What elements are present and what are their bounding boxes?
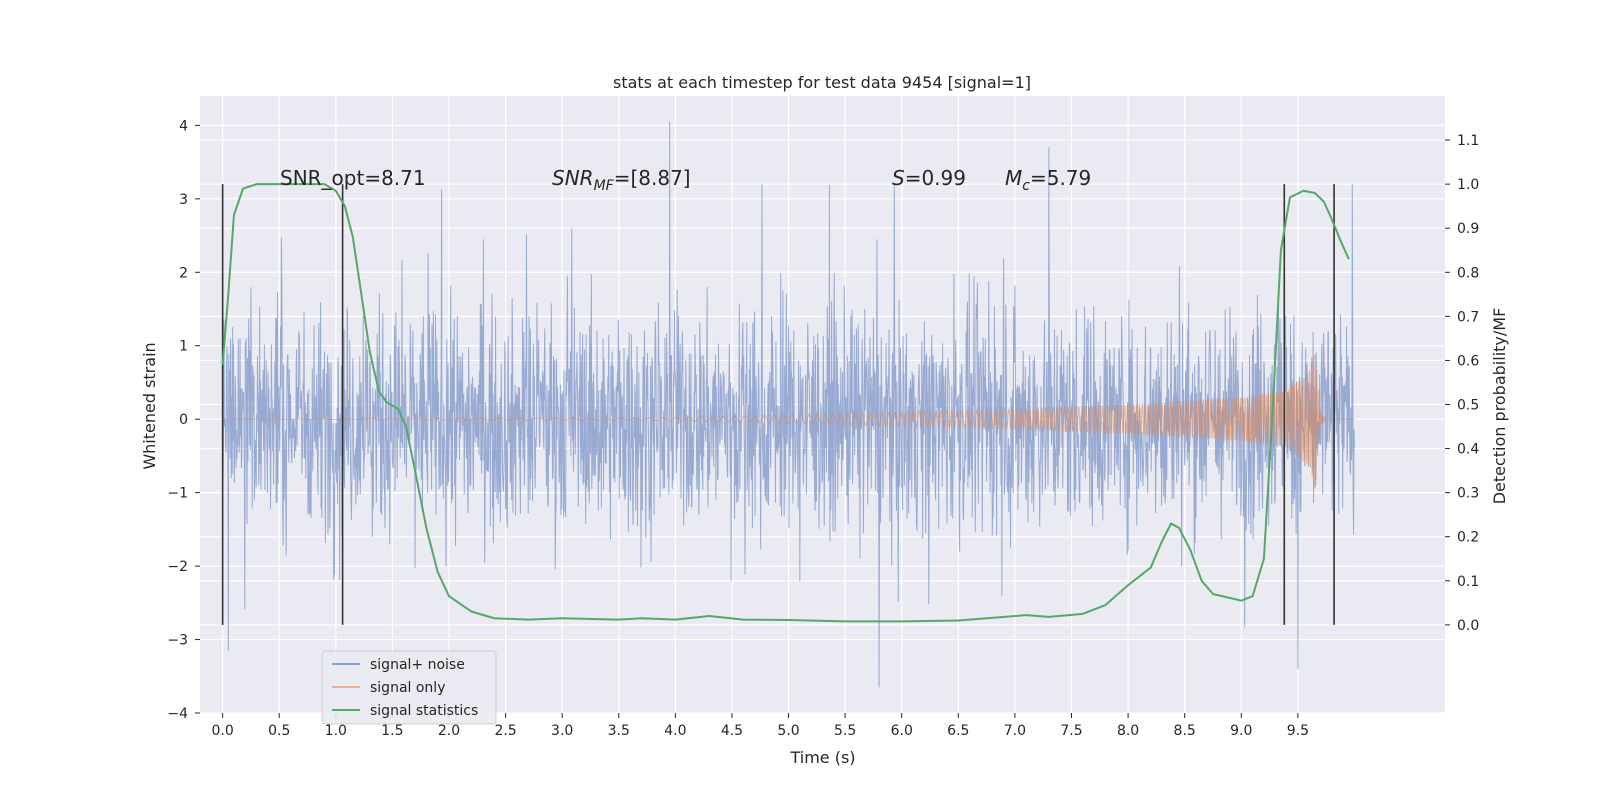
y-right-tick-label: 0.7 bbox=[1457, 309, 1479, 325]
x-tick-label: 2.5 bbox=[494, 723, 516, 739]
annotation-snr-mf-base: SNR bbox=[552, 166, 594, 190]
signal-only-line bbox=[222, 354, 1355, 489]
y-right-tick-label: 0.2 bbox=[1457, 530, 1479, 546]
x-tick-label: 0.0 bbox=[212, 723, 234, 739]
y-tick-label: 0 bbox=[179, 412, 188, 428]
y-tick-label: 3 bbox=[179, 192, 188, 208]
y-tick-label: 2 bbox=[179, 265, 188, 281]
vertical-markers bbox=[221, 184, 1335, 625]
x-tick-label: 1.0 bbox=[325, 723, 347, 739]
annotations: SNR_opt=8.71 SNRMF=[8.87] S=0.99 Mc=5.79 bbox=[280, 166, 1091, 194]
x-tick-label: 5.0 bbox=[777, 723, 799, 739]
x-tick-label: 7.5 bbox=[1060, 723, 1082, 739]
x-tick-label: 9.5 bbox=[1287, 723, 1309, 739]
annotation-mc-base: M bbox=[1005, 166, 1022, 190]
annotation-snr-mf-sub: MF bbox=[594, 178, 615, 194]
y-axis-ticks: 4 3 2 1 0 −1 −2 −3 −4 bbox=[167, 118, 200, 722]
annotation-s: S=0.99 bbox=[892, 166, 966, 190]
y-right-tick-label: 0.0 bbox=[1457, 618, 1479, 634]
legend-label-signal-noise: signal+ noise bbox=[370, 657, 465, 673]
y-right-tick-label: 0.8 bbox=[1457, 265, 1479, 281]
x-tick-label: 0.5 bbox=[268, 723, 290, 739]
y-tick-label: −3 bbox=[167, 633, 188, 649]
x-tick-label: 3.5 bbox=[608, 723, 630, 739]
x-tick-label: 9.0 bbox=[1230, 723, 1252, 739]
annotation-snr-mf: SNRMF=[8.87] bbox=[552, 166, 691, 194]
y-tick-label: 4 bbox=[179, 118, 188, 134]
x-axis-ticks: 0.0 0.5 1.0 1.5 2.0 2.5 3.0 3.5 4.0 4.5 5.0 5.5 6.0 6… bbox=[212, 713, 1309, 739]
x-tick-label: 8.0 bbox=[1117, 723, 1139, 739]
annotation-mc: Mc=5.79 bbox=[1005, 166, 1091, 194]
y-right-tick-label: 0.9 bbox=[1457, 221, 1479, 237]
x-axis-label: Time (s) bbox=[789, 748, 855, 767]
x-tick-label: 1.5 bbox=[381, 723, 403, 739]
y-tick-label: −4 bbox=[167, 706, 188, 722]
x-tick-label: 7.0 bbox=[1004, 723, 1026, 739]
y-right-tick-label: 0.6 bbox=[1457, 353, 1479, 369]
y-tick-label: 1 bbox=[179, 339, 188, 355]
y-axis-label: Whitened strain bbox=[140, 342, 159, 469]
chart-title: stats at each timestep for test data 945… bbox=[613, 73, 1031, 92]
legend: signal+ noise signal only signal statist… bbox=[321, 650, 497, 725]
x-tick-label: 4.0 bbox=[664, 723, 686, 739]
x-tick-label: 5.5 bbox=[834, 723, 856, 739]
signal-statistics-line bbox=[221, 183, 1350, 623]
x-tick-label: 2.0 bbox=[438, 723, 460, 739]
y-right-axis-label: Detection probability/MF bbox=[1490, 308, 1509, 505]
y-right-tick-label: 1.1 bbox=[1457, 133, 1479, 149]
y-right-tick-label: 0.1 bbox=[1457, 574, 1479, 590]
legend-label-signal-only: signal only bbox=[370, 680, 445, 696]
annotation-snr-opt: SNR_opt=8.71 bbox=[280, 166, 426, 190]
y-tick-label: −2 bbox=[167, 559, 188, 575]
annotation-mc-sub: c bbox=[1022, 178, 1030, 194]
annotation-mc-rest: =5.79 bbox=[1030, 166, 1091, 190]
y-right-tick-label: 0.5 bbox=[1457, 398, 1479, 414]
y-right-tick-label: 0.3 bbox=[1457, 486, 1479, 502]
y-right-tick-label: 0.4 bbox=[1457, 442, 1479, 458]
x-tick-label: 8.5 bbox=[1174, 723, 1196, 739]
x-tick-label: 6.5 bbox=[947, 723, 969, 739]
x-tick-label: 4.5 bbox=[721, 723, 743, 739]
legend-label-signal-statistics: signal statistics bbox=[370, 703, 478, 719]
annotation-s-base: S bbox=[892, 166, 905, 190]
x-tick-label: 6.0 bbox=[891, 723, 913, 739]
signal-only-series bbox=[222, 354, 1355, 489]
annotation-s-rest: =0.99 bbox=[905, 166, 966, 190]
y-right-tick-label: 1.0 bbox=[1457, 177, 1479, 193]
y-tick-label: −1 bbox=[167, 486, 188, 502]
legend-box bbox=[321, 650, 497, 725]
y-right-axis-ticks: 1.1 1.0 0.9 0.8 0.7 0.6 0.5 0.4 0.3 0.2 0.1 0.0 bbox=[1445, 133, 1479, 634]
x-tick-label: 3.0 bbox=[551, 723, 573, 739]
signal-statistics-series bbox=[221, 183, 1350, 623]
annotation-snr-mf-rest: =[8.87] bbox=[614, 166, 691, 190]
